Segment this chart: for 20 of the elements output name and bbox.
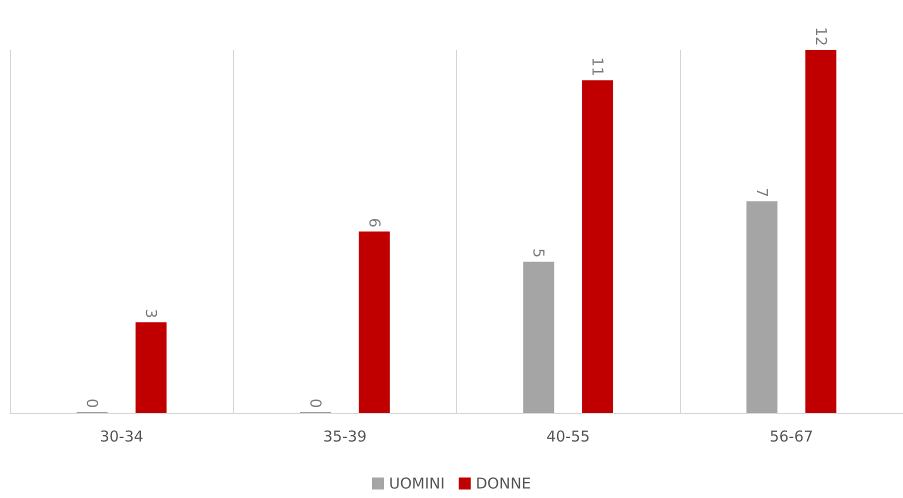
data-label: 5 bbox=[530, 248, 548, 258]
data-label: 0 bbox=[306, 398, 324, 408]
legend-label: UOMINI bbox=[388, 474, 445, 492]
x-tick-label: 56-67 bbox=[770, 428, 814, 446]
data-label: 0 bbox=[83, 398, 102, 408]
bar bbox=[805, 50, 836, 413]
bar bbox=[523, 262, 554, 413]
data-label: 7 bbox=[752, 188, 771, 198]
bar bbox=[136, 322, 167, 413]
data-label: 12 bbox=[812, 26, 830, 46]
bar bbox=[358, 232, 390, 413]
x-tick-label: 35-39 bbox=[323, 428, 367, 446]
data-label: 6 bbox=[365, 218, 384, 228]
x-tick-label: 40-55 bbox=[546, 428, 590, 446]
data-label: 3 bbox=[142, 308, 160, 318]
legend-label: DONNE bbox=[476, 474, 532, 492]
bar bbox=[746, 201, 778, 413]
data-label: 11 bbox=[588, 57, 607, 76]
x-tick-label: 30-34 bbox=[100, 428, 144, 446]
bar bbox=[582, 80, 614, 413]
